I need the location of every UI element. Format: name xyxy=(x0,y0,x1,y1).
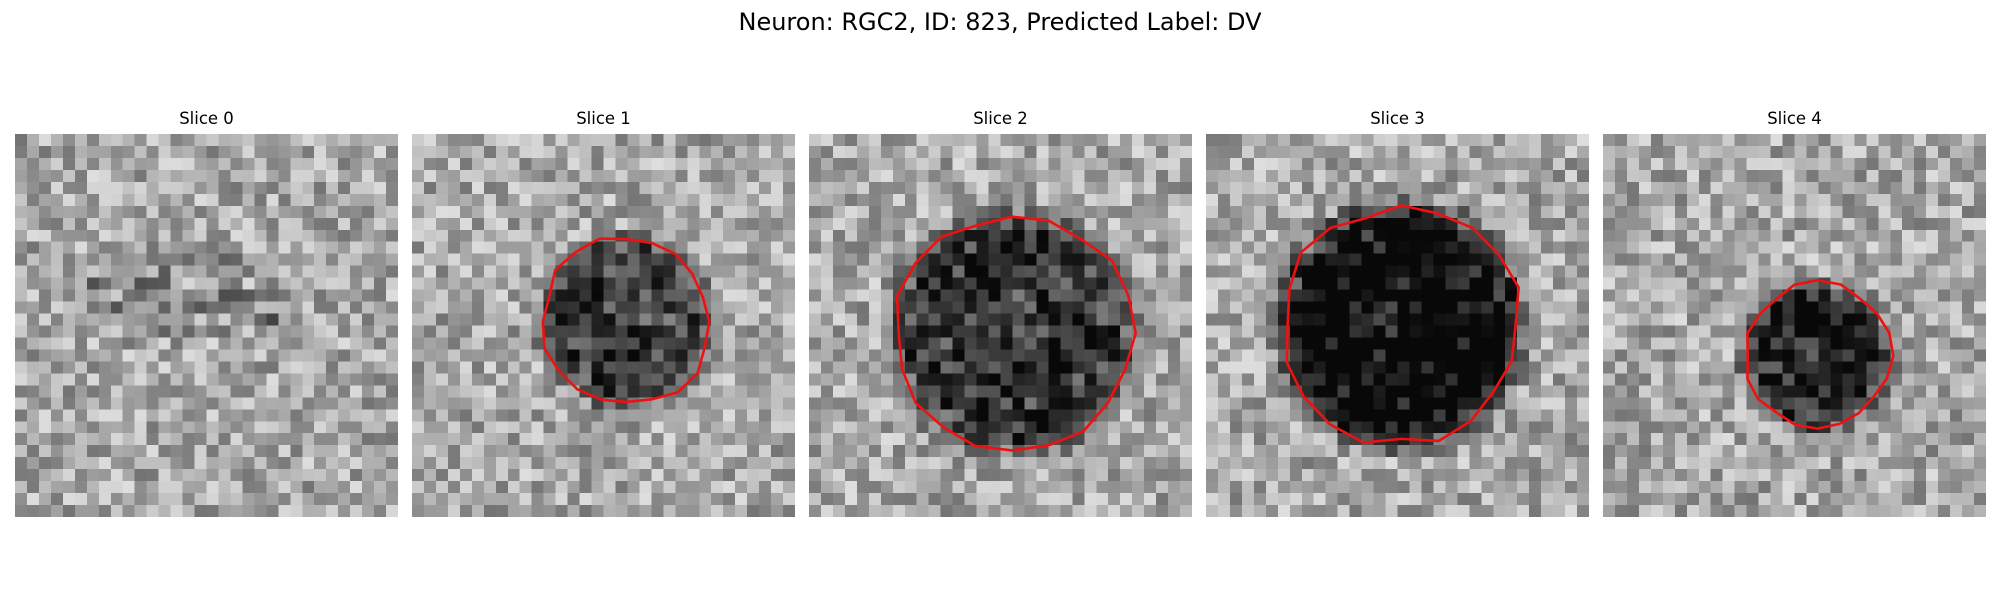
cell-contour-outline xyxy=(543,239,709,402)
slice-image-2 xyxy=(809,134,1192,517)
slice-panel-1: Slice 1 xyxy=(412,108,795,130)
slice-contour-1 xyxy=(412,134,795,517)
slice-contour-4 xyxy=(1603,134,1986,517)
slice-panel-0: Slice 0 xyxy=(15,108,398,517)
slice-image-3 xyxy=(1206,134,1589,517)
slice-contour-2 xyxy=(809,134,1192,517)
slice-panel-4: Slice 4 xyxy=(1603,108,1986,130)
slice-panel-2: Slice 2 xyxy=(809,108,1192,130)
figure-title: Neuron: RGC2, ID: 823, Predicted Label: … xyxy=(738,8,1262,36)
cell-contour-outline xyxy=(1287,205,1519,442)
slice-image-1 xyxy=(412,134,795,517)
slice-title-0: Slice 0 xyxy=(179,109,234,128)
cell-contour-outline xyxy=(897,217,1136,451)
slice-title-4: Slice 4 xyxy=(1767,109,1822,128)
slice-image-4 xyxy=(1603,134,1986,517)
slice-contour-0 xyxy=(15,134,398,517)
slice-title-3: Slice 3 xyxy=(1370,109,1425,128)
slice-image-0 xyxy=(15,134,398,517)
slice-contour-3 xyxy=(1206,134,1589,517)
cell-contour-outline xyxy=(1747,280,1893,428)
slice-title-2: Slice 2 xyxy=(973,109,1028,128)
slice-title-1: Slice 1 xyxy=(576,109,631,128)
slice-panel-3: Slice 3 xyxy=(1206,108,1589,130)
